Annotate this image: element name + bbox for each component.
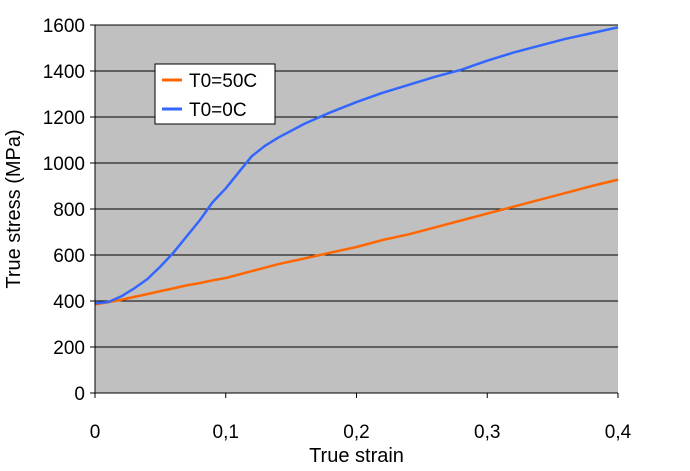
legend-label-t0-0c: T0=0C [189,100,247,121]
y-tick-label: 1200 [43,108,85,129]
series-line-t0-50c [94,178,619,306]
legend: T0=50C T0=0C [154,63,276,125]
y-tick-label: 1600 [43,16,85,37]
series-line-t0-0c [94,26,619,305]
gridlines [90,24,619,398]
y-tick-label: 400 [53,292,85,313]
x-tick-label: 0 [90,422,101,443]
legend-box [154,63,276,125]
x-tick-label: 0,4 [605,422,632,443]
series-layer [94,26,619,306]
x-tick-label: 0,2 [343,422,369,443]
axes [94,25,618,394]
y-tick-labels: 0 200 400 600 800 1000 1200 1400 1600 [43,16,85,405]
y-tick-label: 600 [53,246,85,267]
x-tick-label: 0,1 [213,422,239,443]
legend-label-t0-50c: T0=50C [189,71,257,92]
y-tick-label: 1000 [43,154,85,175]
y-axis-label: True stress (MPa) [3,129,25,288]
x-axis-label: True strain [309,445,404,467]
y-tick-label: 0 [74,384,85,405]
y-tick-label: 800 [53,200,85,221]
x-tick-labels: 0 0,1 0,2 0,3 0,4 [90,422,632,443]
x-tick-label: 0,3 [474,422,500,443]
y-tick-label: 1400 [43,62,85,83]
y-tick-label: 200 [53,338,85,359]
